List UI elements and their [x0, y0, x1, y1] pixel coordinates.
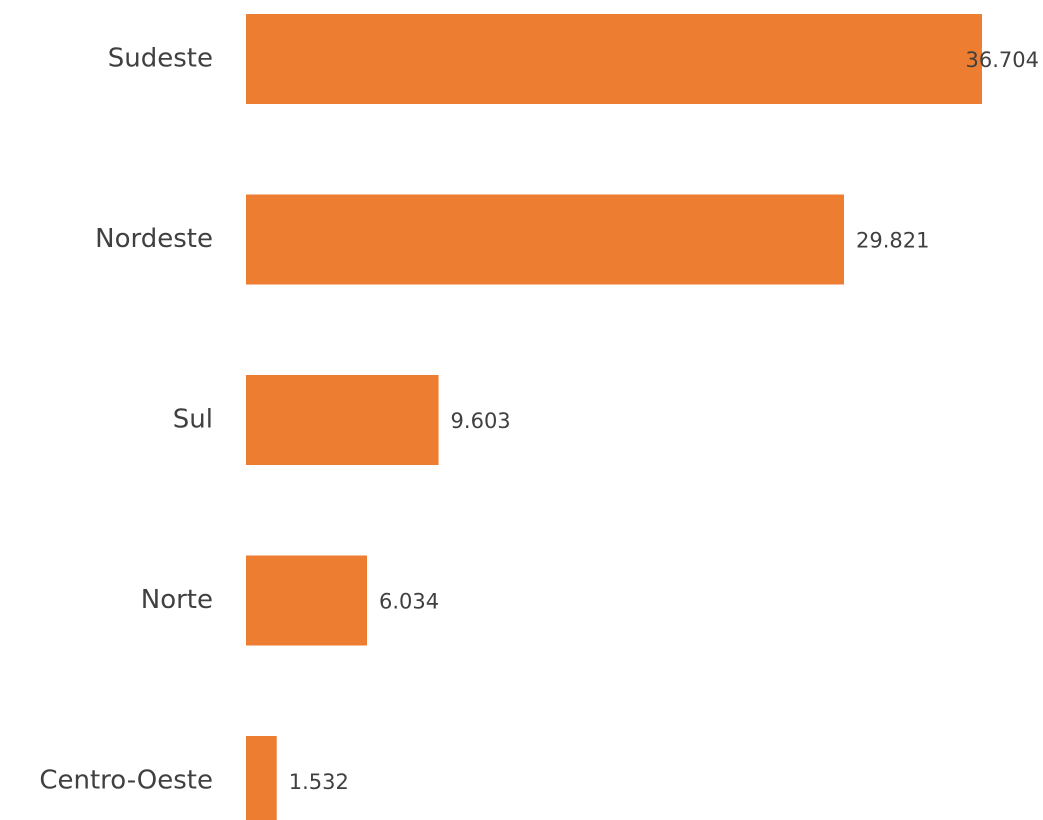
value-label: 29.821 — [856, 229, 929, 253]
bar — [246, 555, 367, 646]
bar — [246, 375, 439, 465]
value-label: 36.704 — [966, 48, 1039, 72]
category-label: Sudeste — [108, 44, 213, 74]
category-label: Nordeste — [95, 224, 213, 254]
bar — [246, 14, 982, 104]
category-label: Norte — [141, 585, 213, 615]
category-label: Sul — [173, 405, 213, 435]
value-label: 6.034 — [379, 590, 439, 614]
bar — [246, 736, 277, 820]
value-label: 1.532 — [289, 770, 349, 794]
category-label: Centro-Oeste — [39, 766, 213, 796]
value-label: 9.603 — [451, 409, 511, 433]
bar — [246, 194, 844, 285]
